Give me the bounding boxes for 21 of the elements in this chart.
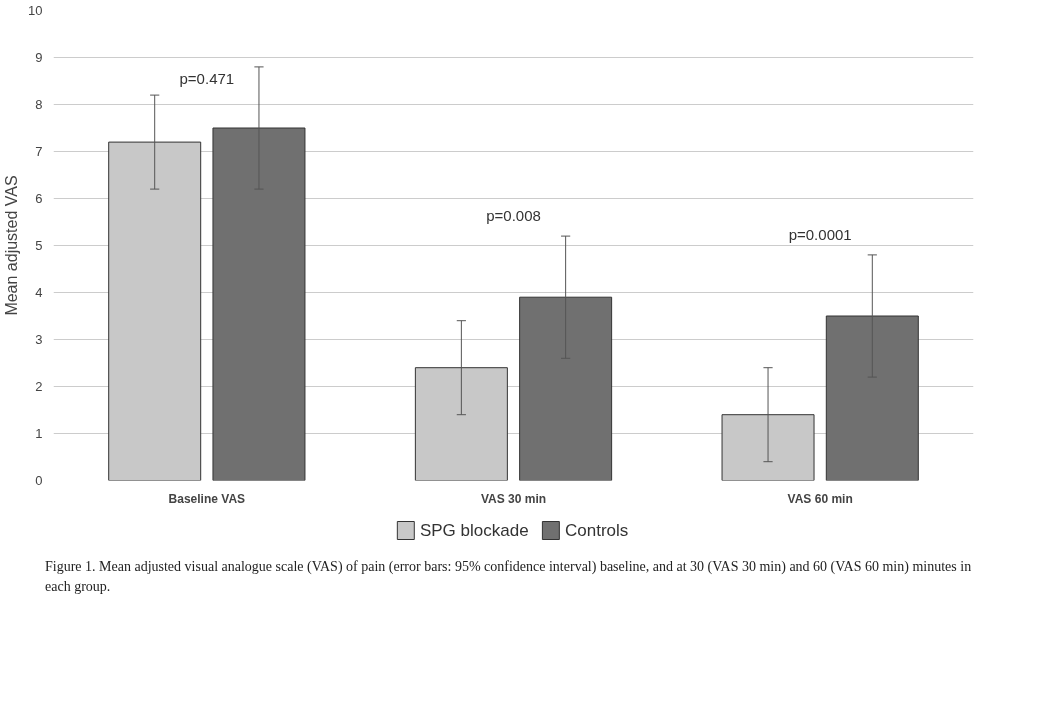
- y-tick-label: 2: [35, 379, 43, 394]
- x-tick-label: VAS 60 min: [787, 491, 853, 506]
- legend-label: SPG blockade: [419, 521, 529, 540]
- annotation: p=0.471: [179, 69, 235, 87]
- legend-label: Controls: [565, 521, 629, 540]
- y-axis-title: Mean adjusted VAS: [3, 175, 21, 316]
- y-tick-label: 8: [35, 97, 43, 112]
- y-tick-label: 1: [35, 426, 43, 441]
- y-tick-label: 7: [35, 144, 43, 159]
- annotation: p=0.008: [486, 207, 541, 225]
- x-tick-label: VAS 30 min: [480, 491, 547, 506]
- x-tick-label: Baseline VAS: [168, 491, 246, 506]
- annotation: p=0.0001: [788, 225, 852, 243]
- y-tick-label: 5: [35, 238, 43, 253]
- y-tick-label: 4: [35, 285, 43, 300]
- y-tick-label: 9: [35, 50, 43, 65]
- y-tick-label: 0: [35, 473, 43, 488]
- caption: Figure 1. Mean adjusted visual analogue scale (VAS) of pain (error bars: 95% confidence interval) baseline, and at 30 (VAS 30 min) and 60 (VAS 60 min) minutes in each group.: [45, 558, 973, 596]
- y-tick-label: 10: [28, 3, 43, 18]
- y-tick-label: 3: [35, 332, 43, 347]
- y-tick-label: 6: [35, 191, 43, 206]
